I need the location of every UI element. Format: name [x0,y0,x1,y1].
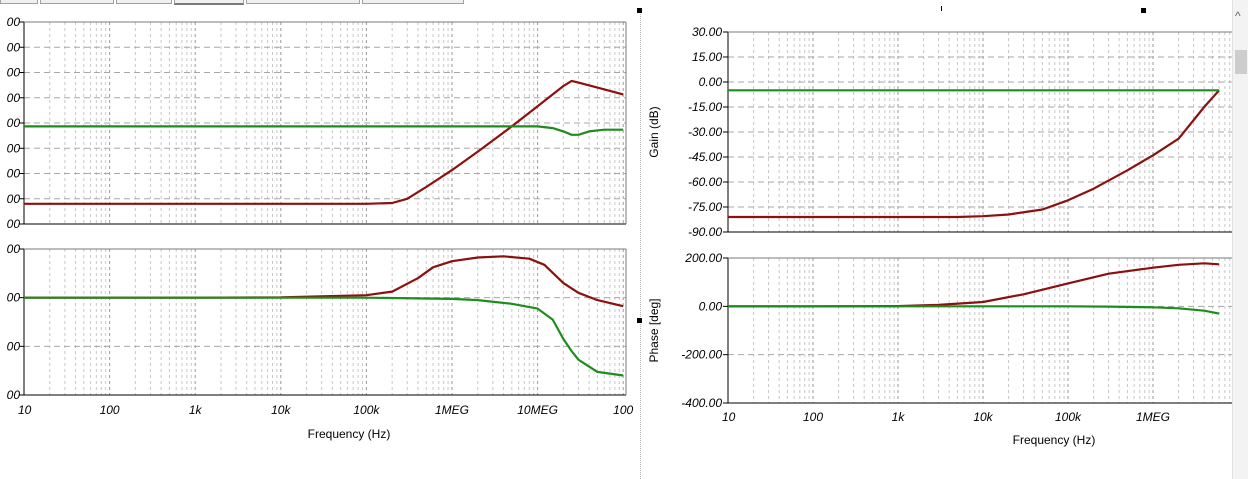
y-tick-label: 00 [7,116,21,130]
y-tick-label: 00 [7,91,21,105]
y-axis-title: Phase [deg] [647,298,661,362]
x-tick-label: 10k [973,410,993,424]
y-tick-label: 00 [7,242,21,256]
y-tick-label: -75.00 [688,200,722,214]
y-tick-label: 30.00 [692,25,722,39]
tab-6[interactable] [362,0,464,4]
x-tick-label: 100 [803,410,823,424]
x-axis-title: Frequency (Hz) [308,427,391,441]
tab-strip [0,0,470,5]
y-tick-label: 15.00 [692,50,722,64]
resize-handle-left-top[interactable] [637,8,642,13]
x-tick-label: 1MEG [1136,410,1170,424]
y-tick-label: -400.00 [681,396,722,410]
y-tick-label: 00 [7,217,21,231]
resize-handle-left-mid[interactable] [637,318,642,323]
x-tick-label: 10k [271,403,291,417]
tab-5[interactable] [246,0,360,4]
y-tick-label: -15.00 [688,100,722,114]
y-tick-label: -90.00 [688,225,722,239]
y-tick-label: 0.00 [699,75,723,89]
left-phase-series-green [24,296,624,377]
tab-3[interactable] [116,0,172,4]
left-gain-series-green [24,125,624,136]
x-tick-label: 1k [189,403,203,417]
panel-divider [640,10,641,479]
y-tick-label: 00 [7,66,21,80]
scroll-up-arrow-icon[interactable]: ^ [1235,9,1241,23]
x-tick-label: 100k [1055,410,1082,424]
y-tick-label: -30.00 [688,125,722,139]
y-tick-label: -60.00 [688,175,722,189]
x-tick-label: 10MEG [517,403,558,417]
resize-handle-right-top[interactable] [1141,8,1146,13]
marker-tick [941,6,942,11]
y-tick-label: 00 [7,40,21,54]
y-tick-label: 00 [7,167,21,181]
left-gain-series-red [24,79,624,205]
y-tick-label: -200.00 [681,348,722,362]
right-gain-series-red [728,89,1220,219]
y-tick-label: 00 [7,291,21,305]
x-tick-label: 100 [613,403,633,417]
x-tick-label: 100 [100,403,120,417]
scroll-thumb[interactable] [1235,50,1247,74]
y-tick-label: 00 [7,15,21,29]
y-axis-title: Gain (dB) [647,106,661,157]
y-tick-label: 0.00 [699,299,723,313]
vertical-scrollbar[interactable]: ^ [1232,0,1248,479]
y-tick-label: 00 [7,339,21,353]
x-axis-title: Frequency (Hz) [1013,433,1096,447]
right-phase-series-green [728,305,1220,315]
x-tick-label: 100k [353,403,380,417]
x-tick-label: 10 [722,410,736,424]
y-tick-label: 00 [7,141,21,155]
x-tick-label: 1k [892,410,906,424]
x-tick-label: 10 [18,403,32,417]
y-tick-label: 200.00 [684,251,722,265]
tab-1[interactable] [0,0,38,4]
y-tick-label: 00 [7,388,21,402]
right-phase-series-red [728,262,1220,308]
y-tick-label: 00 [7,192,21,206]
y-tick-label: -45.00 [688,150,722,164]
tab-2[interactable] [40,0,114,4]
tab-4[interactable] [174,0,244,5]
x-tick-label: 1MEG [435,403,469,417]
